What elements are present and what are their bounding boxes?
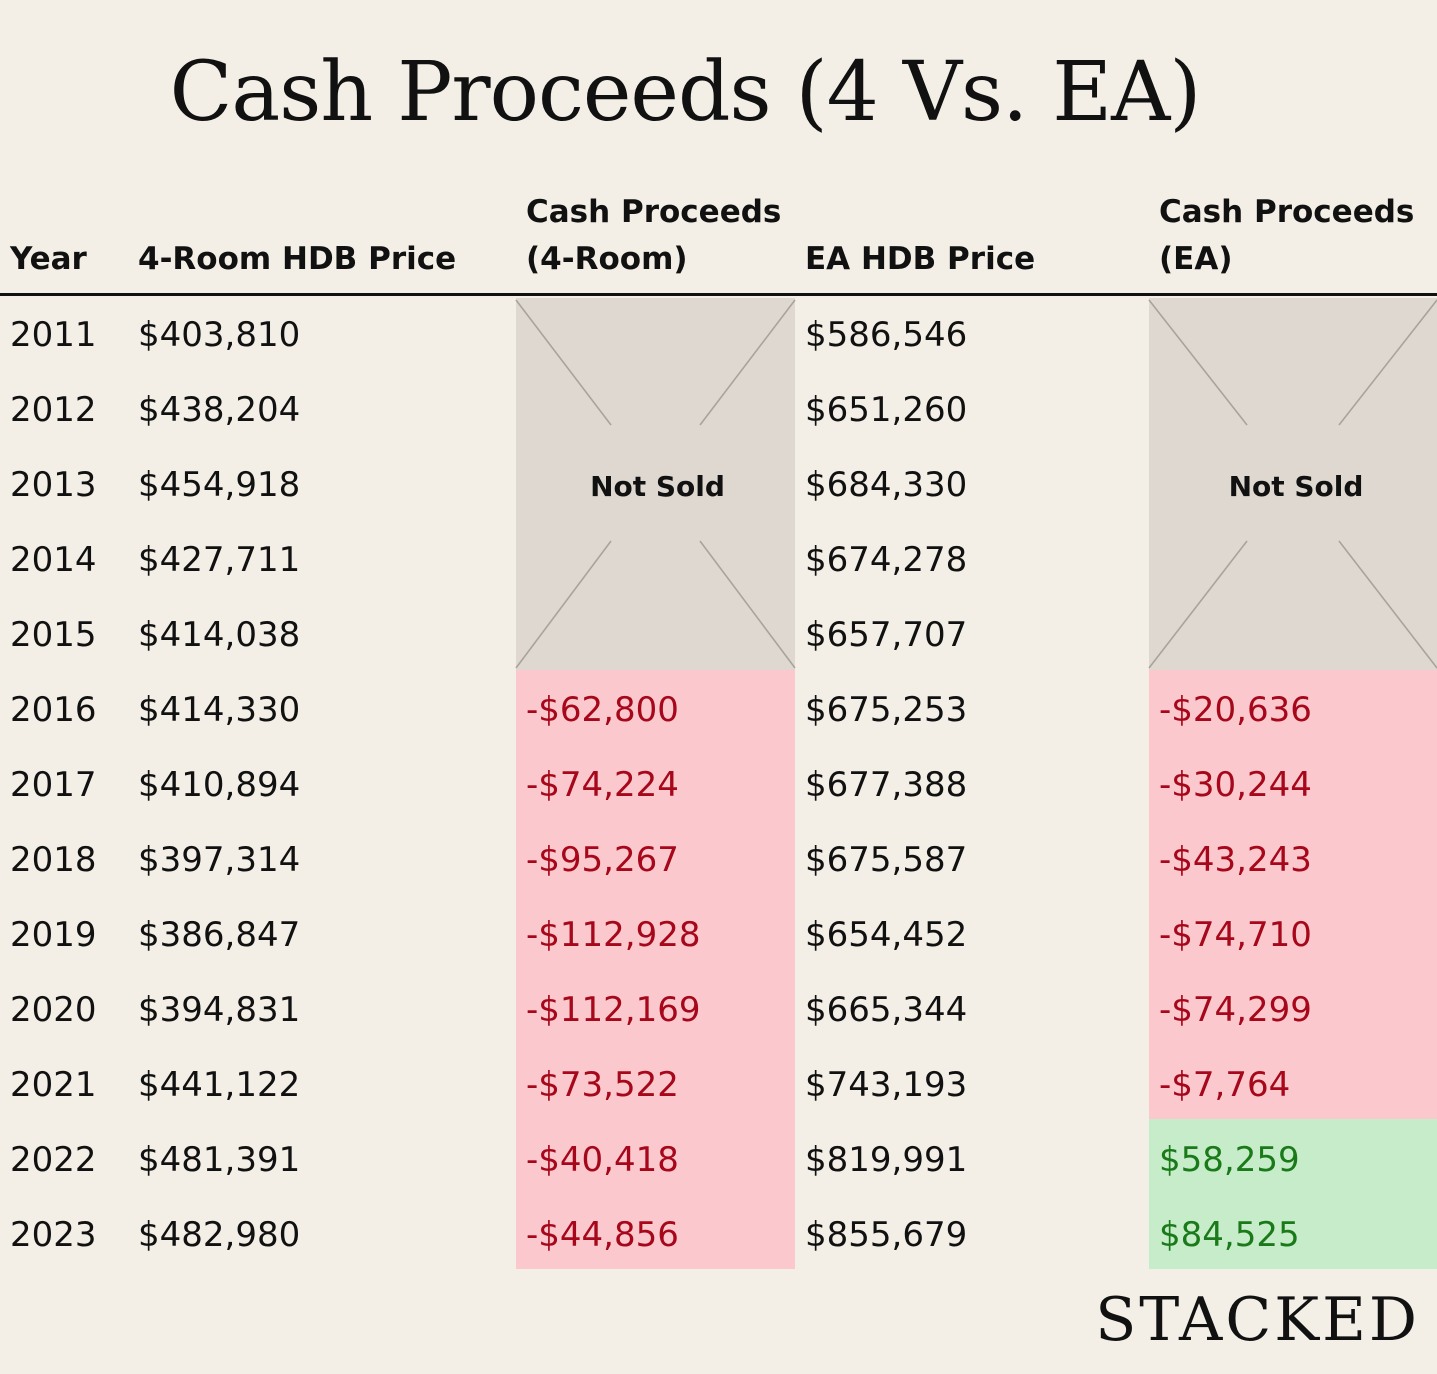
ea-price-cell: $684,330: [805, 465, 968, 505]
table-row: 2017 $410,894 -$74,224 $677,388 -$30,244: [0, 748, 1437, 823]
four-room-price-cell: $403,810: [138, 315, 301, 355]
cash-four-room-cell: -$112,169: [526, 990, 701, 1030]
year-cell: 2018: [10, 840, 97, 880]
cash-four-room-cell: -$74,224: [526, 765, 679, 805]
year-cell: 2016: [10, 690, 97, 730]
table-row: 2013 $454,918 $684,330: [0, 448, 1437, 523]
four-room-price-cell: $397,314: [138, 840, 301, 880]
header-cash-ea-line2: (EA): [1159, 241, 1233, 277]
four-room-price-cell: $441,122: [138, 1065, 301, 1105]
four-room-price-cell: $481,391: [138, 1140, 301, 1180]
cash-ea-cell: -$43,243: [1159, 840, 1312, 880]
negative-band-four-room: [516, 670, 795, 1269]
year-cell: 2020: [10, 990, 97, 1030]
header-ea-price: EA HDB Price: [805, 241, 1036, 277]
table-row: 2014 $427,711 $674,278: [0, 523, 1437, 598]
four-room-price-cell: $427,711: [138, 540, 301, 580]
header-cash-four-line2: (4-Room): [526, 241, 688, 277]
table-row: 2012 $438,204 $651,260: [0, 373, 1437, 448]
not-sold-label-ea: Not Sold: [1228, 470, 1364, 503]
year-cell: 2023: [10, 1215, 97, 1255]
cash-ea-cell: -$30,244: [1159, 765, 1312, 805]
ea-price-cell: $665,344: [805, 990, 968, 1030]
ea-price-cell: $675,253: [805, 690, 968, 730]
negative-band-ea: [1149, 670, 1437, 1119]
ea-price-cell: $675,587: [805, 840, 968, 880]
four-room-price-cell: $438,204: [138, 390, 301, 430]
cash-four-room-cell: -$95,267: [526, 840, 679, 880]
table-row: 2018 $397,314 -$95,267 $675,587 -$43,243: [0, 823, 1437, 898]
page-title: Cash Proceeds (4 Vs. EA): [169, 45, 1202, 140]
four-room-price-cell: $386,847: [138, 915, 301, 955]
ea-price-cell: $743,193: [805, 1065, 968, 1105]
four-room-price-cell: $414,038: [138, 615, 301, 655]
year-cell: 2011: [10, 315, 97, 355]
table-row: 2022 $481,391 -$40,418 $819,991 $58,259: [0, 1123, 1437, 1198]
year-cell: 2012: [10, 390, 97, 430]
year-cell: 2017: [10, 765, 97, 805]
four-room-price-cell: $414,330: [138, 690, 301, 730]
four-room-price-cell: $482,980: [138, 1215, 301, 1255]
year-cell: 2015: [10, 615, 97, 655]
ea-price-cell: $674,278: [805, 540, 968, 580]
table-row: 2021 $441,122 -$73,522 $743,193 -$7,764: [0, 1048, 1437, 1123]
positive-band-ea: [1149, 1119, 1437, 1269]
cash-ea-cell: $84,525: [1159, 1215, 1300, 1255]
year-cell: 2021: [10, 1065, 97, 1105]
year-cell: 2013: [10, 465, 97, 505]
header-cash-ea-line1: Cash Proceeds: [1159, 194, 1415, 230]
year-cell: 2014: [10, 540, 97, 580]
table-row: 2023 $482,980 -$44,856 $855,679 $84,525: [0, 1198, 1437, 1273]
cash-ea-cell: -$74,299: [1159, 990, 1312, 1030]
header-divider: [0, 293, 1437, 296]
cash-four-room-cell: -$44,856: [526, 1215, 679, 1255]
header-year: Year: [10, 241, 87, 277]
year-cell: 2022: [10, 1140, 97, 1180]
table-row: 2020 $394,831 -$112,169 $665,344 -$74,29…: [0, 973, 1437, 1048]
ea-price-cell: $586,546: [805, 315, 968, 355]
cash-four-room-cell: -$73,522: [526, 1065, 679, 1105]
cash-ea-cell: -$74,710: [1159, 915, 1312, 955]
cash-ea-cell: $58,259: [1159, 1140, 1300, 1180]
year-cell: 2019: [10, 915, 97, 955]
ea-price-cell: $819,991: [805, 1140, 968, 1180]
cash-four-room-cell: -$112,928: [526, 915, 701, 955]
header-four-room-price: 4-Room HDB Price: [138, 241, 457, 277]
brand-logo: STACKED: [1095, 1285, 1420, 1355]
ea-price-cell: $677,388: [805, 765, 968, 805]
cash-ea-cell: -$7,764: [1159, 1065, 1291, 1105]
cash-ea-cell: -$20,636: [1159, 690, 1312, 730]
not-sold-label-four-room: Not Sold: [590, 470, 725, 503]
cross-mark-icon: [515, 299, 796, 669]
header-cash-four-line1: Cash Proceeds: [526, 194, 782, 230]
ea-price-cell: $855,679: [805, 1215, 968, 1255]
four-room-price-cell: $410,894: [138, 765, 301, 805]
four-room-price-cell: $394,831: [138, 990, 301, 1030]
ea-price-cell: $654,452: [805, 915, 968, 955]
table-row: 2019 $386,847 -$112,928 $654,452 -$74,71…: [0, 898, 1437, 973]
table-row: 2011 $403,810 $586,546: [0, 298, 1437, 373]
cross-mark-icon: [1148, 299, 1437, 669]
cash-four-room-cell: -$62,800: [526, 690, 679, 730]
four-room-price-cell: $454,918: [138, 465, 301, 505]
table-row: 2015 $414,038 $657,707: [0, 598, 1437, 673]
table-row: 2016 $414,330 -$62,800 $675,253 -$20,636: [0, 673, 1437, 748]
cash-four-room-cell: -$40,418: [526, 1140, 679, 1180]
ea-price-cell: $651,260: [805, 390, 968, 430]
ea-price-cell: $657,707: [805, 615, 968, 655]
